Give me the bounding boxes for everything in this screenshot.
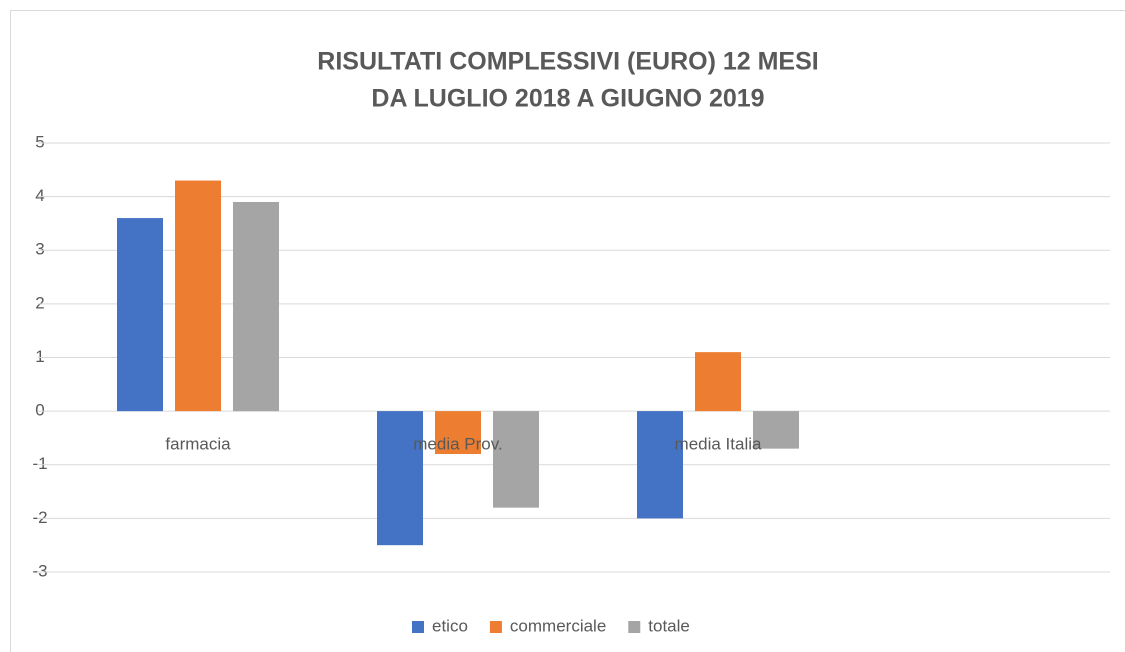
y-tick-label: -2 (32, 508, 47, 527)
x-tick-label: farmacia (165, 434, 231, 453)
bar (753, 411, 799, 449)
bar (175, 180, 221, 412)
y-tick-label: 1 (35, 347, 44, 366)
legend-swatch (489, 621, 502, 633)
chart-title: DA LUGLIO 2018 A GIUGNO 2019 (371, 85, 764, 113)
y-tick-label: 3 (35, 240, 44, 259)
bar (493, 411, 539, 508)
y-tick-label: 2 (35, 293, 44, 312)
bar (435, 411, 481, 455)
legend-label: etico (432, 616, 468, 635)
bar (377, 411, 423, 546)
legend-label: commerciale (510, 616, 606, 635)
bar (233, 201, 279, 412)
chart-title: RISULTATI COMPLESSIVI (EURO) 12 MESI (317, 48, 818, 76)
y-tick-label: 4 (35, 186, 44, 205)
legend-swatch (412, 621, 424, 633)
y-tick-label: 5 (35, 132, 44, 151)
legend-label: totale (648, 616, 690, 635)
bar (637, 411, 683, 519)
y-tick-label: -3 (32, 561, 47, 580)
y-tick-label: -1 (32, 454, 47, 473)
x-tick-label: media Prov. (413, 434, 502, 453)
bar (117, 218, 163, 412)
legend-swatch (628, 621, 641, 633)
y-tick-label: 0 (35, 401, 44, 420)
x-tick-label: media Italia (675, 434, 762, 453)
bar (695, 352, 741, 412)
